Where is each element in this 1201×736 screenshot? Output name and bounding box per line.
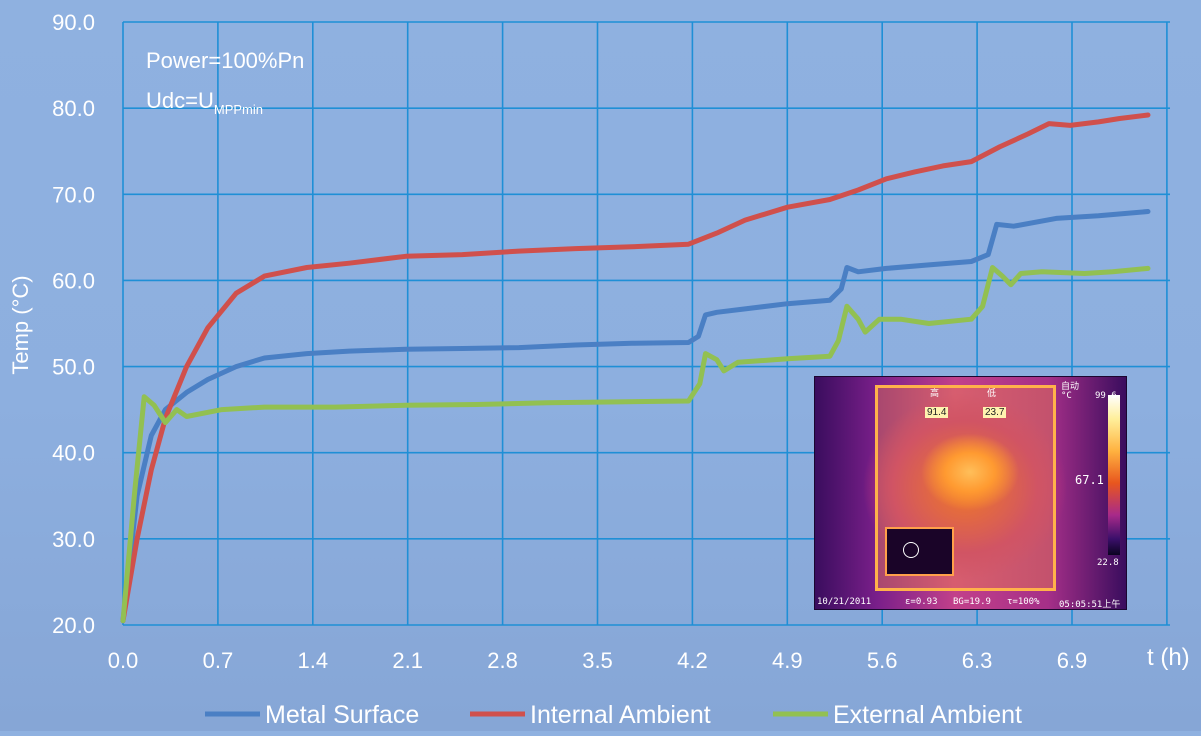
x-tick-label: 0.7 <box>203 648 234 673</box>
legend-label: Internal Ambient <box>530 701 711 729</box>
legend: Metal Surface Internal Ambient External Am… <box>205 701 1022 729</box>
annotation-udc-sub: MPPmin <box>214 102 263 117</box>
x-tick-label: 5.6 <box>867 648 898 673</box>
x-tick-label: 2.8 <box>487 648 518 673</box>
inset-scale-top: 99.6 <box>1095 391 1117 401</box>
series-line-external-ambient <box>120 265 1151 624</box>
x-tick-label: 3.5 <box>582 648 613 673</box>
y-axis-label: Temp (°C) <box>8 275 33 374</box>
legend-label: External Ambient <box>833 701 1022 729</box>
inset-scale-mode: 自动 <box>1061 382 1080 392</box>
y-tick-label: 40.0 <box>52 441 95 466</box>
x-tick-label: 0.0 <box>108 648 139 673</box>
y-tick-label: 90.0 <box>52 10 95 35</box>
legend-label: Metal Surface <box>265 701 419 729</box>
grid <box>122 21 1170 626</box>
inset-scale-unit: °C <box>1061 391 1072 401</box>
inset-scale-bottom: 22.8 <box>1097 558 1119 568</box>
inset-label-low: 低 <box>987 389 997 399</box>
y-tick-label: 50.0 <box>52 355 95 380</box>
thermal-image-inset: 高 低 91.4 23.7 67.1 自动 °C 99.6 22.8 10/21… <box>814 376 1127 610</box>
thermal-background <box>815 377 1126 609</box>
y-tick-label: 20.0 <box>52 613 95 638</box>
series-line-metal-surface <box>120 209 1151 624</box>
y-tick-label: 60.0 <box>52 268 95 293</box>
x-tick-label: 6.3 <box>962 648 993 673</box>
annotation-udc: Udc=UMPPmin <box>146 88 263 117</box>
inset-value-1: 91.4 <box>925 407 949 418</box>
x-tick-label: 4.9 <box>772 648 803 673</box>
x-tick-label: 6.9 <box>1057 648 1088 673</box>
inset-footer-time: 05:05:51上午 <box>1059 600 1121 610</box>
crosshair-icon <box>903 542 919 558</box>
y-tick-labels: 20.0 30.0 40.0 50.0 60.0 70.0 80.0 90.0 <box>52 10 95 638</box>
annotation-udc-main: Udc=U <box>146 88 214 113</box>
y-tick-label: 30.0 <box>52 527 95 552</box>
thermal-dark-region <box>885 527 954 576</box>
annotation-power: Power=100%Pn <box>146 48 304 73</box>
x-tick-label: 4.2 <box>677 648 708 673</box>
inset-value-2: 23.7 <box>983 407 1007 418</box>
y-tick-label: 70.0 <box>52 182 95 207</box>
series-lines <box>120 112 1151 624</box>
inset-footer-date: 10/21/2011 <box>817 597 872 607</box>
x-axis-label: t (h) <box>1147 644 1190 671</box>
x-tick-label: 2.1 <box>392 648 423 673</box>
series-line-internal-ambient <box>120 112 1151 624</box>
inset-label-high: 高 <box>930 389 940 399</box>
x-tick-label: 1.4 <box>298 648 329 673</box>
inset-footer-bg: BG=19.9 <box>953 597 991 607</box>
y-tick-label: 80.0 <box>52 96 95 121</box>
inset-footer-emissivity: ε=0.93 <box>905 597 938 607</box>
x-tick-labels: 0.0 0.7 1.4 2.1 2.8 3.5 4.2 4.9 5.6 6.3 6.9 <box>108 648 1088 673</box>
thermal-color-scale <box>1108 395 1120 555</box>
inset-footer-tau: τ=100% <box>1007 597 1040 607</box>
inset-value-mid: 67.1 <box>1075 473 1104 487</box>
